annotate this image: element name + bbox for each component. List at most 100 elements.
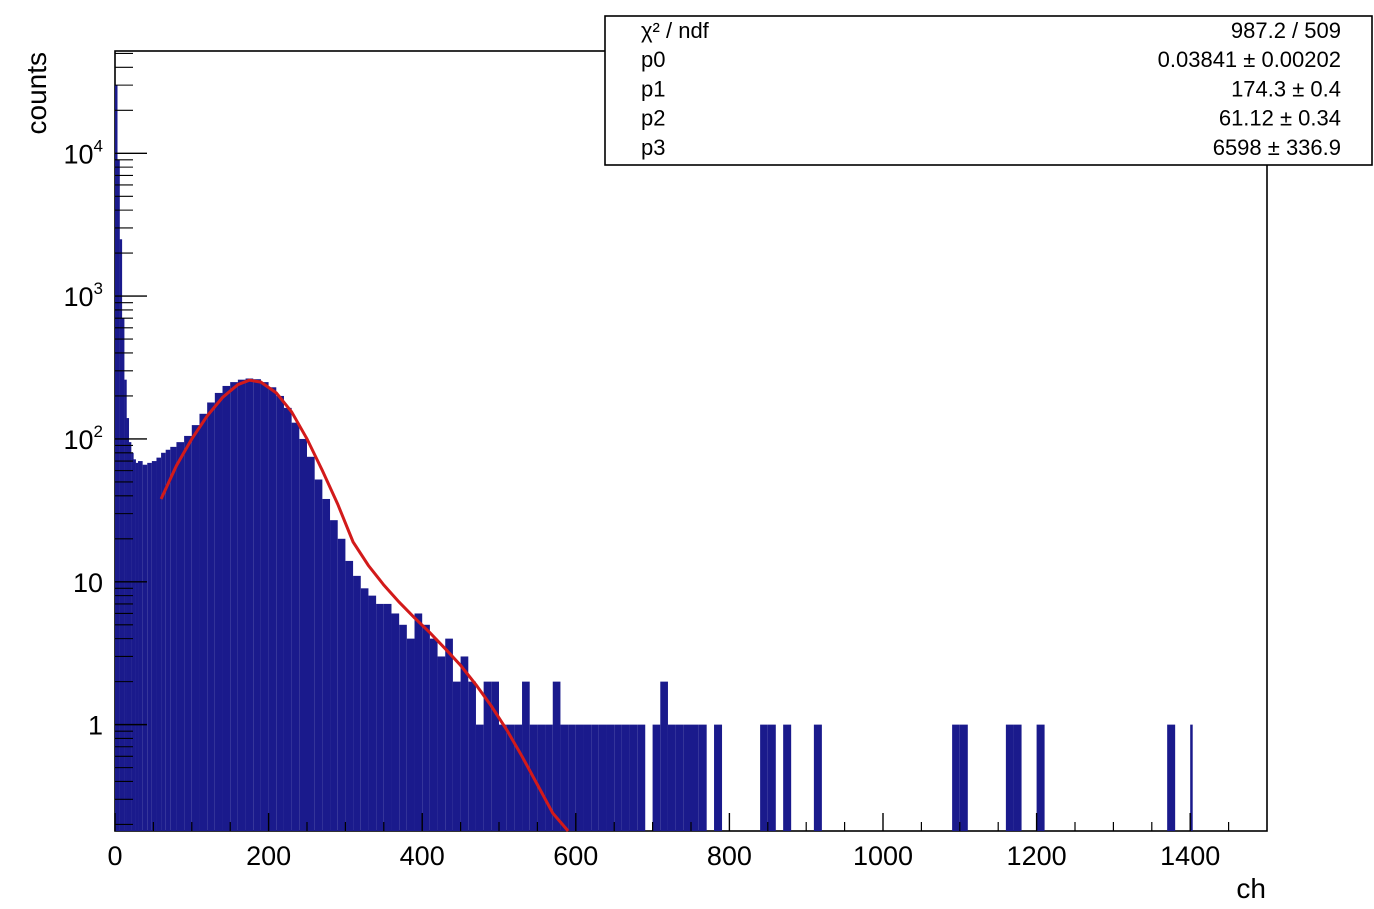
histogram-bar — [606, 724, 615, 831]
stats-row-label: p3 — [641, 135, 665, 160]
histogram-bar — [445, 638, 453, 831]
stats-row-value: 174.3 ± 0.4 — [1231, 76, 1341, 101]
histogram-bar — [314, 479, 323, 831]
histogram-bar — [629, 724, 638, 831]
histogram-bar — [475, 724, 484, 831]
stats-row-value: 6598 ± 336.9 — [1213, 135, 1341, 160]
histogram-bar — [399, 624, 407, 831]
histogram-bar — [360, 588, 369, 831]
histogram-bar — [1167, 724, 1176, 831]
histogram-bar — [230, 382, 238, 831]
axes: 0 200 400 600 800 1000 1200 1400 1 10 102 103 104 — [63, 52, 1230, 871]
stats-row-value: 987.2 / 509 — [1231, 18, 1341, 43]
histogram-bar — [813, 724, 822, 831]
histogram-bar — [199, 413, 208, 831]
histogram-bar — [299, 438, 307, 831]
x-tick-label: 200 — [246, 841, 291, 871]
histogram-bar — [598, 724, 607, 831]
histogram-bar — [307, 456, 315, 831]
x-tick-label: 1400 — [1160, 841, 1220, 871]
y-axis-title: counts — [21, 52, 52, 135]
histogram-bar — [345, 560, 354, 831]
histogram-bar — [483, 681, 492, 831]
histogram-bar — [414, 613, 423, 831]
histogram-bar — [675, 724, 684, 831]
x-tick-label: 800 — [707, 841, 752, 871]
histogram-bar — [499, 724, 507, 831]
stats-row-label: p0 — [641, 47, 665, 72]
x-axis-title: ch — [1236, 873, 1266, 904]
histogram-bar — [237, 379, 246, 831]
histogram-bar — [214, 392, 223, 831]
histogram-bar — [191, 425, 200, 831]
histogram-bar — [422, 624, 430, 831]
histogram-bar — [128, 442, 132, 831]
histogram-bar — [667, 724, 676, 831]
histogram-bar — [429, 638, 438, 831]
histogram-bar — [115, 85, 118, 831]
histogram-bar — [760, 724, 768, 831]
histogram-bar — [767, 724, 776, 831]
histogram-bar — [460, 656, 469, 831]
histogram-bar — [124, 379, 127, 831]
x-tick-label: 1000 — [853, 841, 913, 871]
stats-row-label: χ² / ndf — [641, 18, 710, 43]
histogram-bar — [156, 457, 162, 831]
y-tick-label: 102 — [63, 422, 103, 455]
y-tick-label: 104 — [63, 136, 103, 169]
histogram-bar — [621, 724, 630, 831]
histogram-bar — [591, 724, 599, 831]
stats-row-value: 61.12 ± 0.34 — [1219, 106, 1341, 131]
histogram-bar — [683, 724, 691, 831]
histogram-bar — [959, 724, 968, 831]
x-tick-label: 0 — [107, 841, 122, 871]
histogram-bar — [614, 724, 622, 831]
histogram-bar — [660, 681, 668, 831]
histogram-bar — [119, 239, 123, 832]
histogram-bar — [1036, 724, 1045, 831]
histogram-bar — [131, 452, 134, 831]
histogram-bar — [568, 724, 576, 831]
histogram-bar — [222, 385, 231, 831]
histogram-bar — [560, 724, 569, 831]
histogram-bar — [952, 724, 960, 831]
histogram-bar — [637, 724, 646, 831]
fit-curve-group — [159, 378, 570, 832]
histogram-bar — [276, 395, 284, 831]
histogram-bar — [1005, 724, 1014, 831]
histogram-bar — [268, 387, 277, 831]
histogram-bar — [406, 638, 415, 831]
histogram-bar — [783, 724, 792, 831]
histogram-bar — [691, 724, 699, 831]
histogram-bar — [468, 681, 476, 831]
stats-box-frame — [604, 15, 1373, 166]
histogram-bar — [514, 724, 523, 831]
histogram-bar — [506, 724, 515, 831]
histogram-bar — [135, 462, 139, 831]
histogram-bar — [537, 724, 546, 831]
histogram-bar — [353, 575, 361, 831]
histogram-bar — [698, 724, 707, 831]
histogram-bars — [115, 85, 1193, 832]
histogram-bar — [245, 378, 254, 831]
histogram-bar — [583, 724, 592, 831]
histogram-bar — [176, 442, 185, 831]
histogram-bar — [283, 407, 292, 831]
histogram-bar — [253, 379, 261, 831]
histogram-bar — [151, 461, 157, 831]
x-tick-label: 1200 — [1007, 841, 1067, 871]
x-tick-label: 400 — [400, 841, 445, 871]
histogram-bar — [383, 603, 392, 831]
histogram-bar — [138, 461, 143, 831]
histogram-bar — [161, 452, 166, 831]
y-tick-label: 103 — [63, 279, 103, 312]
histogram-bar — [575, 724, 584, 831]
histogram-bar — [545, 724, 553, 831]
x-tick-label: 600 — [553, 841, 598, 871]
y-tick-label: 10 — [73, 568, 103, 598]
stats-row-label: p1 — [641, 76, 665, 101]
stats-row-value: 0.03841 ± 0.00202 — [1158, 47, 1341, 72]
histogram-bar — [322, 498, 331, 831]
histogram-bar — [337, 538, 346, 831]
